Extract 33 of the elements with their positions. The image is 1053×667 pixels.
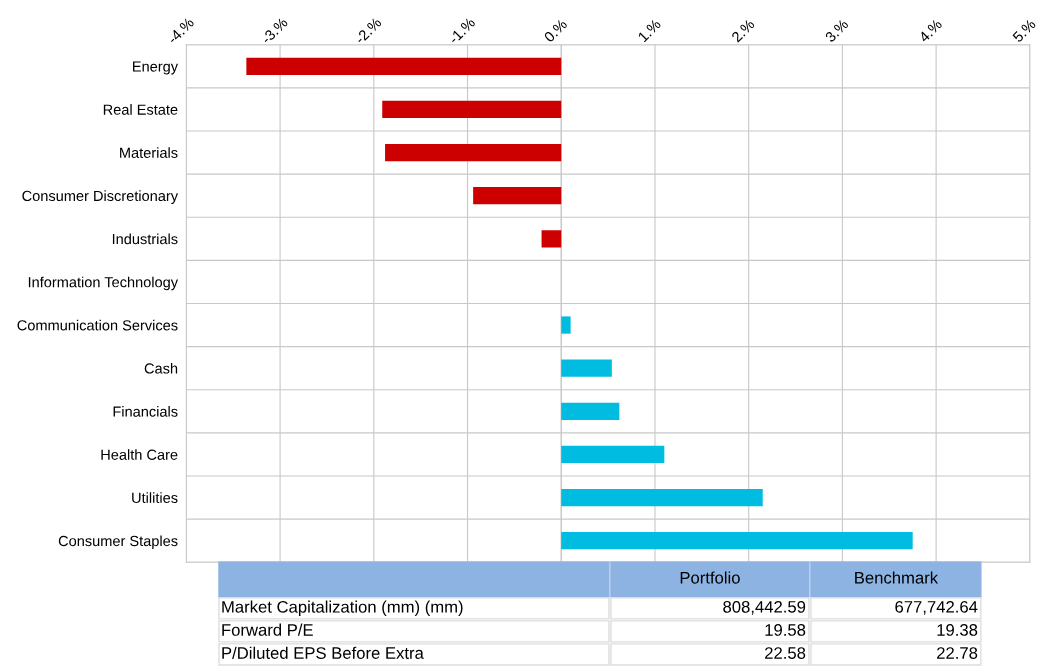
x-tick-label: -1.% [448, 16, 476, 45]
category-label: Market Capitalization (mm) (mm) [222, 600, 463, 617]
x-tick-label: -2.% [354, 16, 382, 45]
x-tick-label: 1.% [637, 18, 662, 43]
x-tick-label: 2.% [730, 18, 756, 43]
text: 808,442.59 [723, 600, 806, 615]
y-tick-label: Information Technology [28, 276, 179, 291]
y-tick-label: Industrials [112, 233, 178, 245]
x-tick-label: 5.% [1012, 18, 1037, 43]
y-tick-label: Utilities [132, 492, 178, 504]
category-label: Portfolio [680, 571, 740, 584]
y-tick-label: Real Estate [103, 104, 178, 115]
category-label: Forward P/E [222, 623, 313, 636]
y-tick-label: Energy [133, 61, 179, 75]
text: 19.38 [937, 624, 978, 636]
text: 22.58 [765, 647, 806, 659]
y-tick-label: Materials [120, 147, 178, 158]
y-tick-label: Health Care [101, 449, 178, 460]
category-label: P/Diluted EPS Before Extra [222, 646, 424, 659]
x-tick-label: -3.% [260, 16, 289, 45]
text: 22.78 [937, 647, 978, 659]
y-tick-label: Consumer Discretionary [22, 190, 179, 204]
x-tick-label: -4.% [166, 16, 195, 45]
x-tick-label: 3.% [824, 18, 849, 43]
text: 19.58 [765, 624, 806, 636]
x-tick-label: 4.% [918, 18, 943, 43]
x-tick-label: 0.% [543, 18, 568, 43]
text: 677,742.64 [895, 600, 978, 615]
y-tick-label: Consumer Staples [58, 535, 178, 550]
y-tick-label: Financials [113, 406, 178, 417]
y-tick-label: Communication Services [17, 319, 178, 331]
y-tick-label: Cash [144, 362, 178, 374]
category-label: Benchmark [855, 571, 939, 584]
